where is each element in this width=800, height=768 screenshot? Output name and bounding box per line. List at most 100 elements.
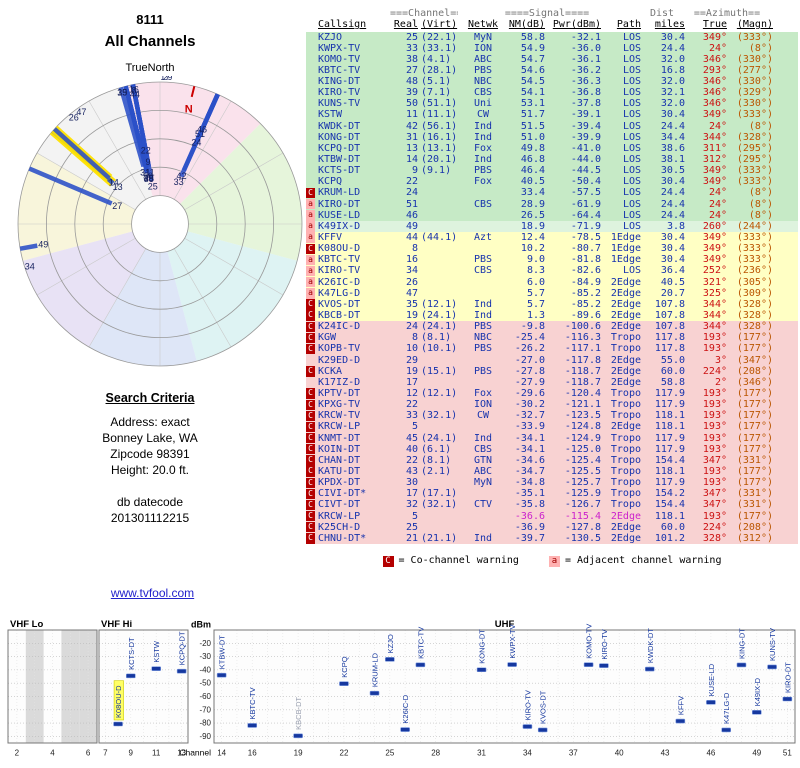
cell-net bbox=[463, 421, 503, 432]
cell-path: 1Edge bbox=[610, 243, 641, 255]
cell-pwr: -32.1 bbox=[570, 31, 601, 43]
cell-nm: -33.9 bbox=[514, 421, 545, 433]
group-dist: Dist bbox=[649, 8, 675, 19]
cell-dist: 107.8 bbox=[654, 321, 685, 333]
adjacent-channel-symbol: a bbox=[548, 556, 560, 567]
adjacent-channel-warning-icon: a bbox=[306, 276, 315, 288]
cell-real: 5 bbox=[411, 510, 418, 522]
cell-nm: -27.8 bbox=[514, 365, 545, 377]
svg-text:7: 7 bbox=[103, 749, 108, 758]
cell-magn: (177°) bbox=[736, 332, 773, 344]
svg-text:37: 37 bbox=[569, 749, 578, 758]
cell-virt: (10.1) bbox=[421, 343, 458, 355]
cell-real: 22 bbox=[405, 176, 418, 188]
group-azimuth: ==Azimuth== bbox=[693, 8, 761, 19]
cell-net: ABC bbox=[473, 465, 493, 477]
cell-dist: 20.7 bbox=[660, 287, 685, 299]
cell-net bbox=[463, 355, 503, 366]
table-row: K29ED-D 29 -27.0 -117.8 2Edge 55.0 3° (347°) bbox=[306, 354, 798, 366]
cell-magn: (8°) bbox=[748, 42, 773, 54]
svg-text:-40: -40 bbox=[199, 665, 211, 674]
cell-path: 2Edge bbox=[610, 298, 641, 310]
svg-text:KTBW-DT: KTBW-DT bbox=[218, 635, 227, 669]
cell-pwr: -100.6 bbox=[564, 321, 601, 333]
true-north-label: TrueNorth bbox=[125, 62, 175, 74]
svg-text:44: 44 bbox=[130, 90, 140, 100]
cell-magn: (328°) bbox=[736, 131, 773, 143]
cell-nm: 54.6 bbox=[520, 64, 545, 76]
cell-path: LOS bbox=[622, 154, 641, 166]
co-channel-warning-icon: C bbox=[306, 388, 315, 399]
cell-virt: (15.1) bbox=[421, 365, 458, 377]
cell-dist: 30.4 bbox=[660, 254, 685, 266]
co-channel-warning-icon: C bbox=[306, 455, 315, 466]
cell-net: PBS bbox=[473, 64, 493, 76]
signal-marker: K47LG-D bbox=[721, 692, 731, 733]
svg-text:KUSE-LD: KUSE-LD bbox=[707, 663, 716, 696]
cell-true: 193° bbox=[702, 388, 727, 399]
cell-real: 39 bbox=[405, 87, 418, 99]
cell-call: KIRO-DT bbox=[318, 198, 361, 210]
cell-path: 2Edge bbox=[610, 287, 641, 299]
cell-dist: 30.4 bbox=[660, 243, 685, 255]
cell-true: 344° bbox=[702, 298, 727, 310]
table-row: C CHAN-DT 22 (8.1) GTN -34.6 -125.4 Tropo 154.4 3… bbox=[306, 454, 798, 466]
cell-real: 43 bbox=[405, 465, 418, 477]
cell-true: 193° bbox=[702, 443, 727, 455]
cell-real: 5 bbox=[411, 421, 418, 433]
cell-virt bbox=[418, 277, 463, 288]
col-magn: (Magn) bbox=[736, 19, 773, 30]
cell-dist: 30.5 bbox=[660, 165, 685, 177]
search-zipcode: Zipcode 98391 bbox=[110, 447, 190, 461]
cell-real: 13 bbox=[405, 142, 418, 154]
cell-pwr: -123.5 bbox=[564, 410, 601, 422]
svg-text:KVOS-DT: KVOS-DT bbox=[539, 690, 548, 724]
cell-path: LOS bbox=[622, 42, 641, 54]
cell-virt: (4.1) bbox=[421, 53, 452, 65]
tvfool-link[interactable]: www.tvfool.com bbox=[110, 586, 195, 600]
cell-true: 193° bbox=[702, 477, 727, 489]
warning-marker: C bbox=[306, 388, 316, 399]
warning-marker: C bbox=[306, 455, 316, 466]
cell-real: 35 bbox=[405, 298, 418, 310]
cell-call: K08OU-D bbox=[318, 243, 361, 255]
cell-pwr: -125.7 bbox=[564, 477, 601, 489]
cell-real: 31 bbox=[405, 131, 418, 143]
signal-marker: KONG-DT bbox=[476, 629, 487, 673]
warning-marker: C bbox=[306, 187, 316, 199]
svg-text:28: 28 bbox=[431, 749, 440, 758]
table-row: KWPX-TV 33 (33.1) ION 54.9 -36.0 LOS 24.4 24° (8°… bbox=[306, 42, 798, 54]
cell-real: 25 bbox=[405, 521, 418, 533]
cell-pwr: -39.4 bbox=[570, 120, 601, 132]
col-pwr: Pwr(dBm) bbox=[552, 19, 601, 30]
co-channel-warning-icon: C bbox=[306, 310, 315, 321]
cell-call: K49IX-D bbox=[318, 220, 361, 232]
cell-net: Fox bbox=[473, 176, 493, 188]
cell-pwr: -36.1 bbox=[570, 53, 601, 65]
band-label: UHF bbox=[495, 619, 515, 630]
search-criteria: Search Criteria Address: exact Bonney La… bbox=[0, 390, 300, 526]
warning-marker: C bbox=[306, 421, 316, 433]
svg-text:51: 51 bbox=[195, 129, 205, 139]
cell-path: LOS bbox=[622, 87, 641, 99]
co-channel-warning-icon: C bbox=[306, 332, 315, 344]
warning-marker: C bbox=[306, 299, 316, 310]
table-row: a KIRO-DT 51 CBS 28.9 -61.9 LOS 24.4 24° (8°) bbox=[306, 198, 798, 210]
signal-marker: KBCB-DT bbox=[293, 696, 303, 739]
cell-nm: -39.7 bbox=[514, 532, 545, 544]
col-real: Real bbox=[393, 19, 418, 30]
cell-path: LOS bbox=[622, 31, 641, 43]
cell-real: 33 bbox=[405, 410, 418, 422]
cell-nm: -36.6 bbox=[514, 510, 545, 522]
cell-true: 349° bbox=[702, 165, 727, 177]
cell-nm: 51.5 bbox=[520, 120, 545, 132]
adjacent-channel-warning-icon: a bbox=[306, 288, 315, 299]
table-row: C KPTV-DT 12 (12.1) Fox -29.6 -120.4 Tropo 117.9… bbox=[306, 388, 798, 400]
cell-virt bbox=[418, 421, 463, 432]
signal-marker: KOMO-TV bbox=[583, 624, 594, 667]
adjacent-channel-warning-icon: a bbox=[306, 232, 315, 243]
cell-virt: (12.1) bbox=[421, 388, 458, 399]
co-channel-warning-icon: C bbox=[306, 299, 315, 310]
cell-virt: (24.1) bbox=[421, 321, 458, 333]
cell-pwr: -37.8 bbox=[570, 98, 601, 110]
